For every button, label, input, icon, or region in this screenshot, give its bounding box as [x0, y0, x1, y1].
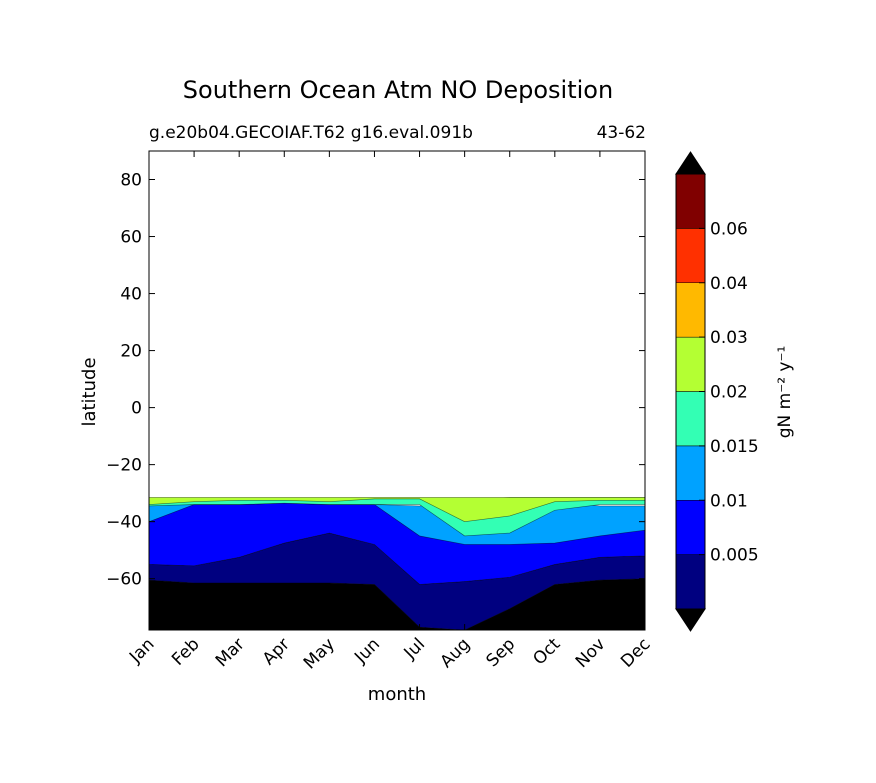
colorbar-segment: [675, 336, 706, 392]
x-tick-label: Oct: [529, 634, 564, 669]
colorbar-segment: [675, 445, 706, 501]
y-tick-label: 20: [120, 342, 142, 362]
x-tick-label: Jun: [350, 634, 384, 668]
plot-frame: [148, 150, 646, 631]
x-tick-label: May: [300, 634, 339, 673]
y-tick-label: −40: [106, 513, 142, 533]
y-tick-label: −20: [106, 456, 142, 476]
y-axis-label: latitude: [79, 357, 100, 426]
x-tick-label: Jul: [400, 634, 429, 663]
x-axis-label: month: [368, 684, 426, 705]
colorbar-label: gN m⁻² y⁻¹: [775, 346, 795, 439]
x-tick-label: Mar: [212, 634, 249, 671]
x-tick-label: Sep: [482, 634, 519, 671]
colorbar-tick-label: 0.005: [710, 546, 759, 566]
y-tick-label: 40: [120, 285, 142, 305]
colorbar-segment: [675, 554, 706, 610]
x-tick-label: Jan: [125, 634, 158, 667]
colorbar-tick-label: 0.01: [710, 491, 748, 511]
colorbar-tick-label: 0.03: [710, 328, 748, 348]
colorbar-tick-label: 0.04: [710, 274, 748, 294]
colorbar-tick-label: 0.06: [710, 219, 748, 239]
x-tick-label: Nov: [572, 634, 610, 672]
x-tick-label: Aug: [437, 634, 475, 672]
x-tick-label: Dec: [617, 634, 654, 671]
colorbar-segment: [675, 173, 706, 229]
colorbar-segment: [675, 228, 706, 283]
y-tick-label: 0: [131, 399, 142, 419]
y-tick-label: 60: [120, 228, 142, 248]
colorbar-segment: [675, 500, 706, 555]
x-tick-label: Apr: [259, 634, 294, 669]
contour-bands: [149, 497, 645, 630]
colorbar-segment: [675, 391, 706, 447]
colorbar-tick-label: 0.02: [710, 383, 748, 403]
x-tick-label: Feb: [168, 634, 203, 669]
chart-subtitle-left: g.e20b04.GECOIAF.T62 g16.eval.091b: [149, 123, 473, 143]
chart-title: Southern Ocean Atm NO Deposition: [183, 76, 613, 104]
chart-subtitle-right: 43-62: [597, 123, 646, 143]
y-tick-label: 80: [120, 171, 142, 191]
colorbar-segment: [675, 282, 706, 338]
y-axis-ticks: 80 60 40 20 0 −20 −40 −60: [106, 171, 645, 590]
contour-band-5: [149, 497, 645, 522]
colorbar-tick-label: 0.015: [710, 437, 759, 457]
colorbar: 0.005 0.01 0.015 0.02 0.03 0.04 0.06: [675, 151, 759, 632]
colorbar-extend-under: [675, 608, 706, 632]
y-tick-label: −60: [106, 570, 142, 590]
plot-area: 80 60 40 20 0 −20 −40 −60 Jan Feb Mar Apr May Jun Jul…: [106, 150, 655, 673]
colorbar-extend-over: [675, 151, 706, 175]
